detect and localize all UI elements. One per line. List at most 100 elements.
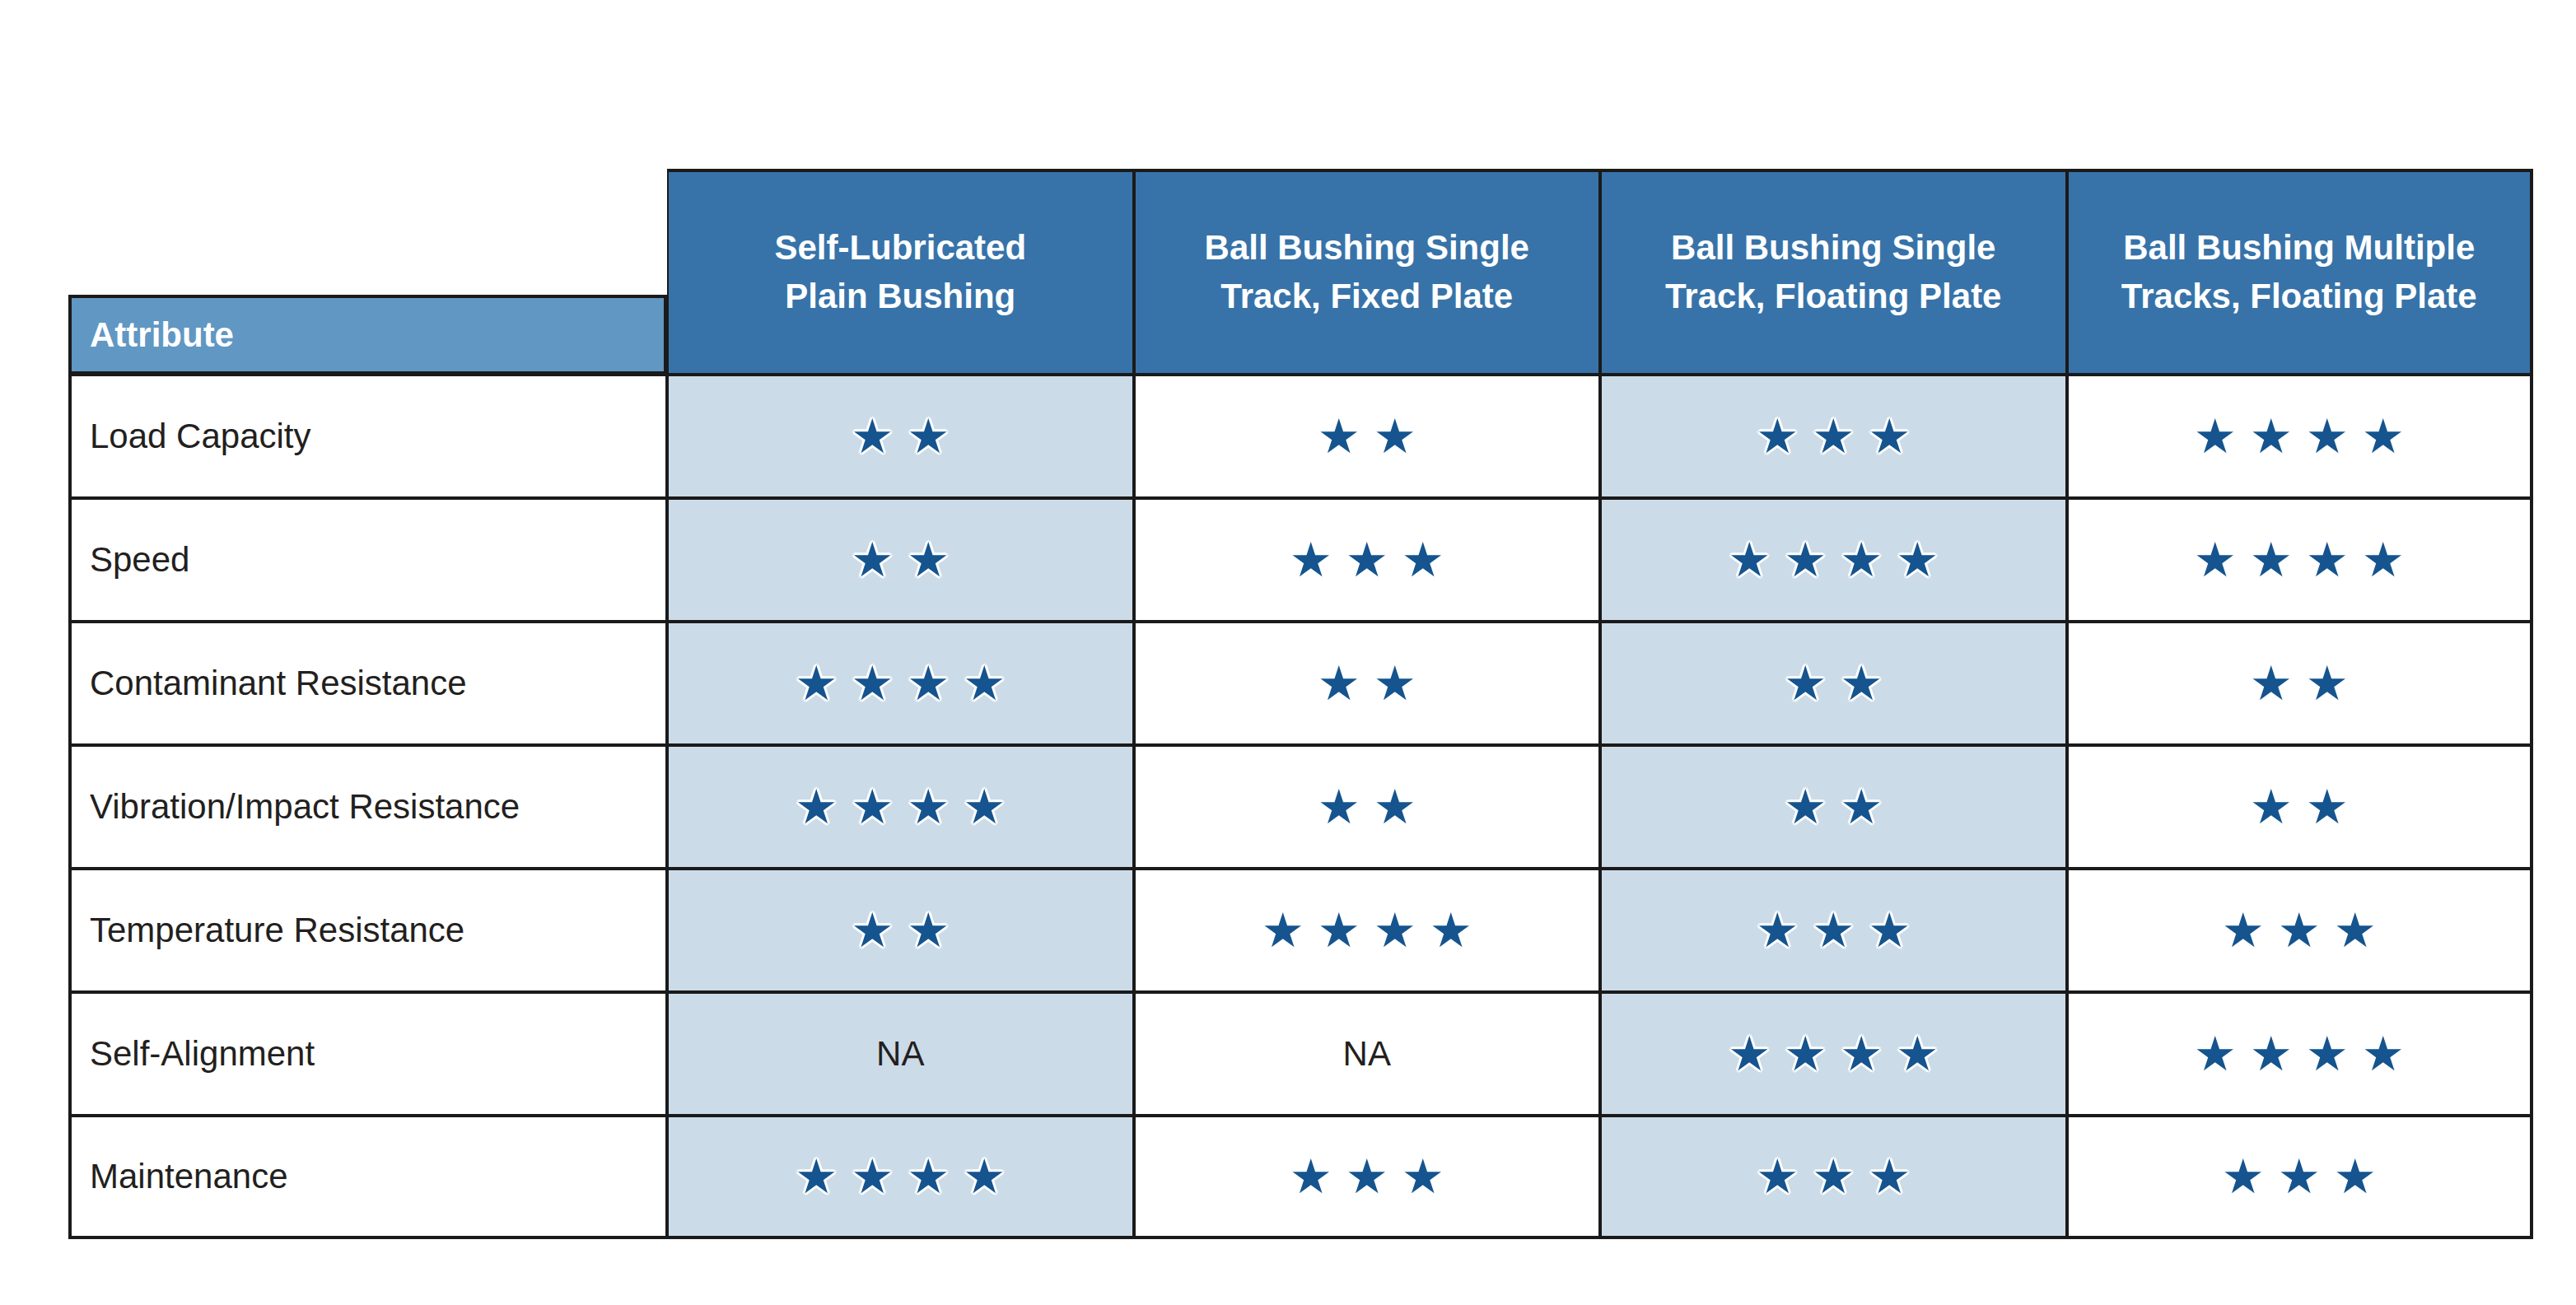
rating-cell: ★★★★	[667, 1116, 1134, 1239]
star-icon: ★	[1868, 907, 1911, 954]
star-icon: ★	[1756, 1153, 1799, 1200]
star-rating: ★★	[851, 412, 950, 460]
star-rating: ★ ★ ★	[1290, 536, 1444, 584]
star-icon: ★	[2194, 1030, 2237, 1078]
attribute-header-cell: Attribute	[68, 169, 667, 375]
star-rating: ★★★★	[1728, 1030, 1939, 1078]
star-rating: ★★★★	[2194, 1030, 2405, 1078]
star-icon: ★	[2306, 1030, 2349, 1078]
star-rating: ★★★★	[2194, 536, 2405, 584]
star-icon: ★	[1840, 1030, 1883, 1078]
column-header-ball-bushing-multiple-tracks-floating-plate: Ball Bushing Multiple Tracks, Floating P…	[2067, 169, 2534, 375]
column-header-ball-bushing-single-track-fixed-plate: Ball Bushing Single Track, Fixed Plate	[1134, 169, 1601, 375]
rating-cell: ★★★★	[1600, 498, 2067, 622]
star-icon: ★	[1318, 412, 1360, 460]
star-rating: ★★★	[2222, 1153, 2377, 1200]
star-icon: ★	[2250, 412, 2293, 460]
star-icon: ★	[1756, 907, 1799, 954]
star-icon: ★	[1784, 659, 1827, 707]
rating-cell: ★★	[667, 375, 1134, 498]
attribute-label: Speed	[90, 540, 189, 580]
rating-cell: ★★★	[1600, 1116, 2067, 1239]
star-icon: ★	[1290, 536, 1332, 584]
attribute-label: Load Capacity	[90, 417, 311, 456]
star-rating: ★★★	[2222, 907, 2377, 954]
star-rating: ★★★★	[1728, 536, 1939, 584]
star-icon: ★	[1896, 1030, 1939, 1078]
star-rating: ★★	[1318, 659, 1416, 707]
star-icon: ★	[2306, 536, 2349, 584]
star-icon: ★	[1374, 783, 1416, 831]
star-icon: ★	[851, 783, 894, 831]
star-icon: ★	[2194, 412, 2237, 460]
star-icon: ★	[1812, 907, 1855, 954]
star-rating: ★★★	[1756, 412, 1911, 460]
star-icon: ★	[1374, 659, 1416, 707]
star-rating: ★★	[851, 907, 950, 954]
star-rating: ★★	[1784, 659, 1883, 707]
rating-cell: ★★★	[1134, 1116, 1601, 1239]
star-icon: ★	[1784, 783, 1827, 831]
column-header-self-lubricated-plain-bushing: Self-Lubricated Plain Bushing	[667, 169, 1134, 375]
star-icon: ★	[851, 412, 894, 460]
attribute-label-cell: Maintenance	[68, 1116, 667, 1239]
star-icon: ★	[2362, 412, 2405, 460]
rating-cell: ★★★★	[667, 745, 1134, 869]
rating-cell: ★★	[667, 498, 1134, 622]
attribute-label-cell: Speed	[68, 498, 667, 622]
star-icon: ★	[1318, 907, 1360, 954]
star-icon: ★	[2222, 1153, 2265, 1200]
star-rating: ★★	[2250, 659, 2349, 707]
star-icon: ★	[2250, 536, 2293, 584]
attribute-label-cell: Self-Alignment	[68, 992, 667, 1116]
star-icon: ★	[2362, 536, 2405, 584]
star-icon: ★	[1318, 783, 1360, 831]
star-rating: ★★★★	[795, 659, 1006, 707]
attribute-label: Vibration/Impact Resistance	[90, 787, 520, 827]
star-icon: ★	[1374, 907, 1416, 954]
star-icon: ★	[907, 907, 950, 954]
star-icon: ★	[851, 536, 894, 584]
attribute-label-cell: Vibration/Impact Resistance	[68, 745, 667, 869]
star-icon: ★	[1728, 1030, 1771, 1078]
rating-cell: ★★★	[2067, 1116, 2534, 1239]
rating-cell: ★★★★	[2067, 498, 2534, 622]
star-rating: ★★	[2250, 783, 2349, 831]
star-icon: ★	[1784, 536, 1827, 584]
star-icon: ★	[1374, 412, 1416, 460]
attribute-label: Temperature Resistance	[90, 911, 464, 950]
star-icon: ★	[963, 783, 1006, 831]
star-icon: ★	[795, 783, 838, 831]
rating-cell: ★★	[1134, 622, 1601, 745]
star-icon: ★	[2250, 659, 2293, 707]
star-icon: ★	[1402, 1153, 1444, 1200]
star-icon: ★	[1840, 659, 1883, 707]
rating-cell: ★★★★	[1134, 869, 1601, 992]
star-icon: ★	[1346, 536, 1388, 584]
star-icon: ★	[2278, 907, 2321, 954]
star-icon: ★	[795, 1153, 838, 1200]
star-icon: ★	[1318, 659, 1360, 707]
star-rating: ★★★	[1756, 1153, 1911, 1200]
rating-cell: ★★★★	[2067, 992, 2534, 1116]
attribute-label-cell: Contaminant Resistance	[68, 622, 667, 745]
star-icon: ★	[1402, 536, 1444, 584]
attribute-label: Contaminant Resistance	[90, 664, 467, 703]
star-icon: ★	[795, 659, 838, 707]
star-icon: ★	[851, 659, 894, 707]
star-icon: ★	[1896, 536, 1939, 584]
rating-cell: ★★	[1134, 375, 1601, 498]
rating-cell: ★★	[1134, 745, 1601, 869]
star-rating: ★ ★ ★ ★	[2194, 412, 2405, 460]
star-rating: ★★	[1318, 783, 1416, 831]
star-icon: ★	[2306, 412, 2349, 460]
star-rating: ★★★★	[795, 783, 1006, 831]
star-rating: ★★	[1318, 412, 1416, 460]
star-icon: ★	[907, 1153, 950, 1200]
star-icon: ★	[1290, 1153, 1332, 1200]
star-icon: ★	[1262, 907, 1304, 954]
star-rating: ★★	[1784, 783, 1883, 831]
star-rating: ★★★★	[795, 1153, 1006, 1200]
star-rating: ★ ★ ★	[1756, 907, 1911, 954]
star-icon: ★	[1728, 536, 1771, 584]
